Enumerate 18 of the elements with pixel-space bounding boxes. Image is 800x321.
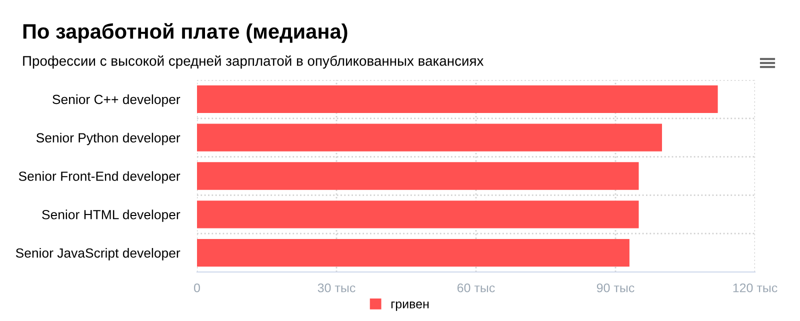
x-tick-label: 90 тыс bbox=[596, 283, 634, 292]
bar bbox=[197, 162, 639, 190]
x-tick-label: 120 тыс bbox=[733, 283, 778, 292]
x-tick-label: 0 bbox=[194, 283, 200, 292]
bar bbox=[197, 85, 718, 114]
y-tick-label: Senior Python developer bbox=[36, 132, 180, 146]
bar bbox=[197, 238, 630, 267]
chart-subtitle: Профессии с высокой средней зарплатой в опубликованных вакансиях bbox=[23, 55, 484, 69]
x-tick-label: 60 тыс bbox=[457, 283, 495, 292]
bar bbox=[197, 124, 662, 152]
x-tick-label: 30 тыс bbox=[318, 283, 356, 292]
y-tick-label: Senior JavaScript developer bbox=[16, 248, 180, 260]
y-tick-label: Senior HTML developer bbox=[42, 210, 180, 222]
chart-title: По заработной плате (медиана) bbox=[23, 23, 348, 43]
legend-label: гривен bbox=[391, 302, 429, 311]
bar bbox=[197, 200, 639, 228]
y-tick-label: Senior C++ developer bbox=[52, 94, 180, 107]
y-tick-label: Senior Front-End developer bbox=[18, 171, 180, 184]
